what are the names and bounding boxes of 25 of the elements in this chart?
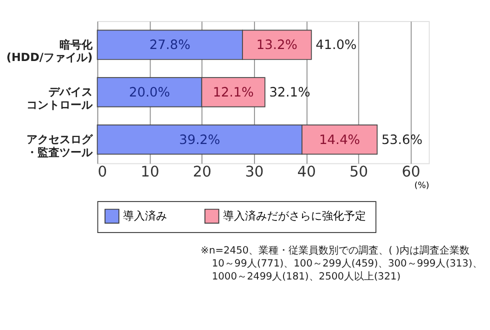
data-label: 20.0% bbox=[129, 86, 170, 101]
x-tick-label: 40 bbox=[297, 164, 316, 181]
x-axis-title: (%) bbox=[414, 180, 430, 191]
y-tick-label: アクセスログ・監査ツール bbox=[26, 133, 94, 159]
text: 10～99人(771)、100～299人(459)、300～999人(313)、 bbox=[212, 258, 482, 270]
data-label: 12.1% bbox=[212, 86, 254, 101]
data-label: 39.2% bbox=[179, 132, 220, 148]
x-tick-label: 0 bbox=[98, 164, 108, 181]
data-label: 27.8% bbox=[149, 38, 190, 54]
legend-label: 導入済みだがさらに強化予定 bbox=[223, 210, 366, 223]
text: 1000～2499人(181)、2500人以上(321) bbox=[212, 270, 401, 283]
total-label: 32.1% bbox=[269, 86, 310, 101]
data-label: 14.4% bbox=[319, 132, 360, 148]
total-label: 53.6% bbox=[381, 132, 422, 148]
x-tick-label: 20 bbox=[192, 164, 212, 181]
x-tick-label: 60 bbox=[402, 164, 420, 181]
total-label: 41.0% bbox=[316, 38, 357, 54]
x-tick-label: 10 bbox=[140, 164, 160, 181]
y-tick-label: デバイスコントロール bbox=[26, 86, 94, 112]
x-tick-label: 30 bbox=[245, 164, 264, 181]
text: ※n=2450、業種・従業員数別での調査、( )内は調査企業数 bbox=[200, 244, 470, 257]
data-label: 13.2% bbox=[256, 38, 298, 54]
x-tick-label: 50 bbox=[349, 164, 368, 181]
y-tick-label: 暗号化(HDD/ファイル) bbox=[6, 38, 94, 64]
legend-label: 導入済み bbox=[123, 210, 168, 223]
